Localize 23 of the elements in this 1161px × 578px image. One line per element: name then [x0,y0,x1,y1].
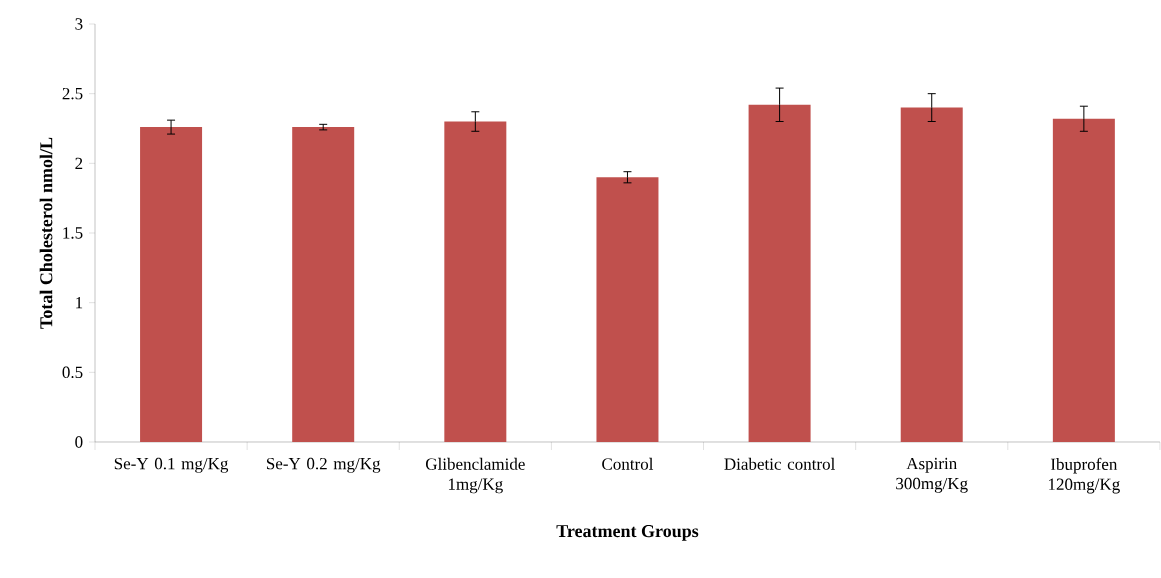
y-axis-title: Total Cholesterol nmol/L [39,137,53,329]
x-tick-label: Glibenclamide 1mg/Kg [425,457,525,494]
bar [444,121,507,442]
x-tick-label: Se-Y 0.2 mg/Kg [266,457,381,473]
y-tick-label: 0 [75,436,83,448]
bar [748,104,811,442]
bar [900,107,963,442]
y-tick-label: 2 [75,157,83,169]
x-tick-label: Aspirin 300mg/Kg [896,457,968,493]
x-tick-label: Control [602,457,654,470]
bar [292,127,355,442]
y-tick-label: 3 [75,18,83,30]
x-tick-label: Ibuprofen 120mg/Kg [1048,457,1120,494]
x-axis-title: Treatment Groups [556,525,699,541]
y-tick-label: 1 [76,297,83,309]
y-tick-label: 0.5 [62,366,83,379]
bar [1052,118,1115,442]
bar [596,177,659,442]
x-tick-label: Se-Y 0.1 mg/Kg [114,457,229,473]
y-tick-label: 1.5 [63,227,83,239]
y-tick-label: 2.5 [62,87,83,100]
bar [140,127,203,442]
x-tick-label: Diabetic control [724,457,835,470]
